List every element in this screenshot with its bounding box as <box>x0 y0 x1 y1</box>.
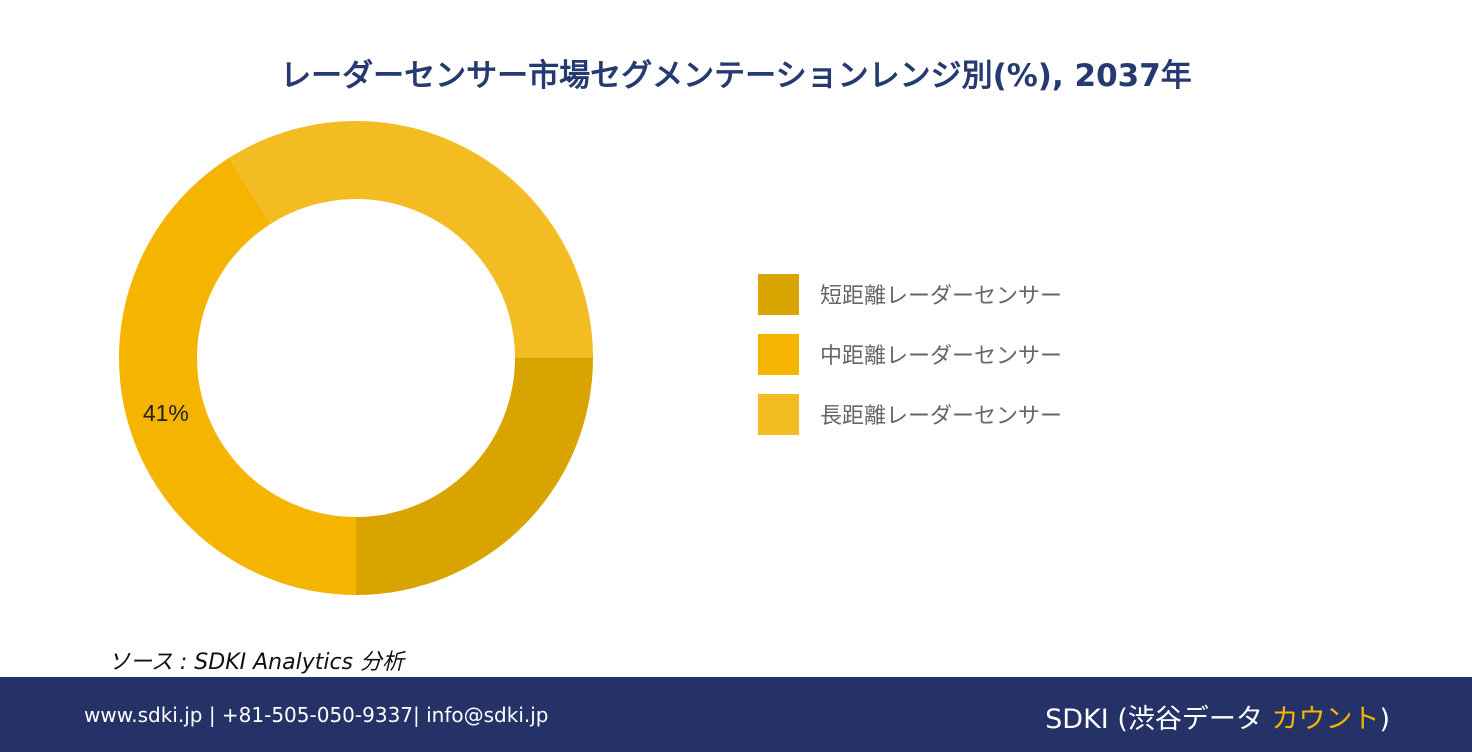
chart-legend: 短距離レーダーセンサー 中距離レーダーセンサー 長距離レーダーセンサー <box>758 273 1063 454</box>
legend-swatch-mid-range <box>758 333 799 375</box>
legend-swatch-long-range <box>758 393 799 435</box>
slice-mid-range <box>119 157 356 595</box>
source-note: ソース : SDKI Analytics 分析 <box>108 650 405 675</box>
legend-swatch-short-range <box>758 273 799 315</box>
legend-label-mid-range: 中距離レーダーセンサー <box>820 344 1063 369</box>
slice-long-range <box>229 121 594 358</box>
legend-label-short-range: 短距離レーダーセンサー <box>820 284 1063 309</box>
legend-item-short-range: 短距離レーダーセンサー <box>758 273 1063 315</box>
legend-label-long-range: 長距離レーダーセンサー <box>820 404 1063 429</box>
brand-main: SDKI (渋谷データ <box>1045 704 1272 735</box>
slice-short-range <box>356 358 593 595</box>
brand-end: ) <box>1379 704 1390 735</box>
data-label-mid-range: 41% <box>143 400 189 426</box>
brand-accent: カウント <box>1271 704 1380 735</box>
chart-title: レーダーセンサー市場セグメンテーションレンジ別(%), 2037年 <box>280 58 1192 94</box>
legend-item-long-range: 長距離レーダーセンサー <box>758 393 1063 435</box>
footer-brand: SDKI (渋谷データ カウント) <box>1045 697 1390 736</box>
footer-contact: www.sdki.jp | +81-505-050-9337| info@sdk… <box>84 703 549 727</box>
footer-bar: www.sdki.jp | +81-505-050-9337| info@sdk… <box>0 677 1472 752</box>
legend-item-mid-range: 中距離レーダーセンサー <box>758 333 1063 375</box>
